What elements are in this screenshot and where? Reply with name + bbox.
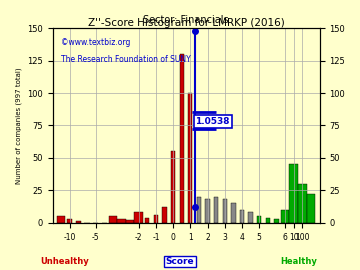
Bar bbox=[274, 219, 279, 223]
Text: Score: Score bbox=[166, 257, 194, 266]
Bar bbox=[57, 216, 66, 223]
Bar bbox=[231, 203, 235, 223]
Bar bbox=[188, 93, 193, 223]
Bar bbox=[162, 207, 167, 223]
Y-axis label: Number of companies (997 total): Number of companies (997 total) bbox=[15, 67, 22, 184]
Bar bbox=[257, 216, 261, 223]
Bar bbox=[307, 194, 315, 223]
Bar bbox=[67, 219, 72, 223]
Bar bbox=[180, 54, 184, 223]
Text: Unhealthy: Unhealthy bbox=[40, 257, 89, 266]
Text: The Research Foundation of SUNY: The Research Foundation of SUNY bbox=[60, 55, 190, 64]
Bar bbox=[126, 220, 134, 223]
Bar bbox=[298, 184, 307, 223]
Bar bbox=[214, 197, 218, 223]
Bar bbox=[281, 210, 289, 223]
Bar bbox=[76, 221, 81, 223]
Bar bbox=[222, 200, 227, 223]
Bar bbox=[154, 215, 158, 223]
Bar bbox=[240, 210, 244, 223]
Title: Z''-Score Histogram for LMRKP (2016): Z''-Score Histogram for LMRKP (2016) bbox=[87, 18, 284, 28]
Bar bbox=[197, 197, 201, 223]
Text: Healthy: Healthy bbox=[280, 257, 317, 266]
Bar bbox=[108, 216, 117, 223]
Bar bbox=[145, 218, 149, 223]
Bar bbox=[266, 218, 270, 223]
Bar bbox=[171, 151, 175, 223]
Bar bbox=[117, 219, 126, 223]
Text: Sector: Financials: Sector: Financials bbox=[143, 15, 229, 25]
Bar bbox=[289, 164, 298, 223]
Text: 1.0538: 1.0538 bbox=[195, 117, 230, 126]
Text: ©www.textbiz.org: ©www.textbiz.org bbox=[60, 38, 130, 47]
Bar bbox=[248, 212, 253, 223]
Bar bbox=[206, 200, 210, 223]
Bar bbox=[134, 212, 143, 223]
